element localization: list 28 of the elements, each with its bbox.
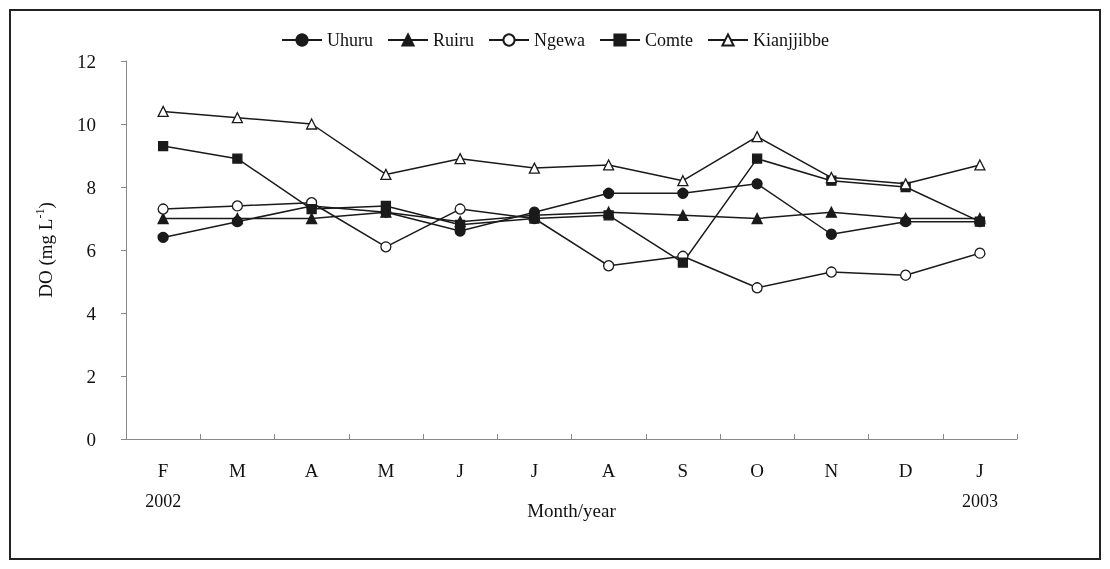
y-tick-label: 2 (86, 365, 96, 387)
legend-label: Uhuru (327, 30, 374, 50)
x-tick-label: J (456, 460, 464, 481)
x-tick-label: S (677, 460, 689, 481)
y-tick-label: 6 (86, 239, 96, 261)
legend-label: Ngewa (534, 30, 586, 50)
y-tick-label: 0 (86, 428, 96, 450)
x-tick-label: O (750, 460, 764, 481)
x-tick-label: A (601, 460, 616, 481)
x-tick-label: J (976, 460, 984, 481)
text: 2002 (145, 491, 182, 511)
x-tick-label: J (530, 460, 539, 481)
y-axis-title: DO (mg L-1) (33, 202, 57, 298)
x-tick-label: D (898, 460, 913, 481)
y-tick-label: 12 (77, 50, 96, 72)
x-tick-label: N (824, 460, 839, 481)
x-axis-title: Month/year (527, 500, 617, 521)
text: 2003 (961, 491, 998, 511)
y-tick-label: 10 (77, 113, 96, 135)
y-tick-label: 4 (86, 302, 97, 324)
legend-label: Kianjjibbe (752, 30, 829, 50)
x-tick-label: F (157, 460, 169, 481)
y-tick-label: 8 (86, 176, 96, 198)
x-tick-label: M (377, 460, 395, 481)
legend-label: Comte (645, 30, 693, 50)
x-tick-label: M (228, 460, 246, 481)
x-tick-label: A (304, 460, 319, 481)
legend-label: Ruiru (433, 30, 475, 50)
